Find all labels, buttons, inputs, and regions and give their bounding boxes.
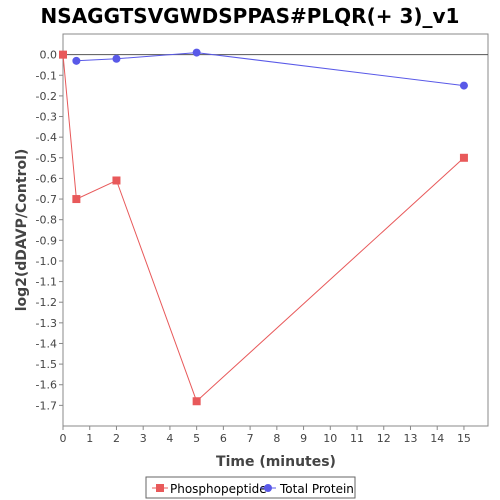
y-tick-label: -1.2 bbox=[36, 296, 57, 309]
x-axis: 0 1 2 3 4 5 6 7 8 9 10 11 12 13 14 15 bbox=[60, 426, 471, 445]
x-tick-label: 2 bbox=[113, 432, 120, 445]
data-point-total-protein bbox=[112, 54, 121, 63]
x-tick-label: 10 bbox=[323, 432, 337, 445]
data-point-phosphopeptide bbox=[192, 397, 201, 406]
y-tick-label: 0.0 bbox=[40, 49, 58, 62]
series-line-total-protein bbox=[76, 52, 464, 87]
y-axis-label: log2(dDAVP/Control) bbox=[14, 149, 30, 312]
x-tick-label: 14 bbox=[430, 432, 444, 445]
x-tick-label: 15 bbox=[457, 432, 471, 445]
x-tick-label: 8 bbox=[273, 432, 280, 445]
x-tick-label: 7 bbox=[247, 432, 254, 445]
y-tick-label: -0.8 bbox=[36, 214, 57, 227]
y-tick-label: -1.4 bbox=[36, 337, 57, 350]
data-point-total-protein bbox=[459, 81, 468, 90]
y-tick-label: -1.5 bbox=[36, 358, 57, 371]
x-tick-label: 9 bbox=[300, 432, 307, 445]
y-tick-label: -1.1 bbox=[36, 276, 57, 289]
data-point-phosphopeptide bbox=[59, 50, 67, 59]
y-tick-label: -0.3 bbox=[36, 111, 57, 124]
legend-total-protein-label: Total Protein bbox=[279, 482, 354, 496]
legend-phosphopeptide-label: Phosphopeptide bbox=[170, 482, 267, 496]
y-tick-label: -0.6 bbox=[36, 172, 57, 185]
x-tick-label: 0 bbox=[60, 432, 67, 445]
y-tick-label: -0.4 bbox=[36, 131, 57, 144]
legend: Phosphopeptide Total Protein bbox=[145, 476, 356, 499]
x-tick-label: 6 bbox=[220, 432, 227, 445]
x-tick-label: 4 bbox=[166, 432, 173, 445]
data-point-phosphopeptide bbox=[112, 176, 121, 185]
data-point-total-protein bbox=[192, 48, 201, 57]
y-tick-label: -1.7 bbox=[36, 399, 57, 412]
y-tick-label: -0.7 bbox=[36, 193, 57, 206]
data-point-phosphopeptide bbox=[72, 195, 81, 204]
x-axis-label: Time (minutes) bbox=[216, 454, 336, 470]
series-layer bbox=[59, 48, 468, 406]
chart-title: NSAGGTSVGWDSPPAS#PLQR(+ 3)_v1 bbox=[41, 4, 460, 28]
x-tick-label: 3 bbox=[140, 432, 147, 445]
y-tick-label: -1.6 bbox=[36, 379, 57, 392]
x-tick-label: 11 bbox=[350, 432, 364, 445]
legend-total-protein-marker bbox=[264, 484, 272, 492]
x-tick-label: 13 bbox=[403, 432, 417, 445]
y-tick-label: -1.0 bbox=[36, 255, 57, 268]
y-tick-label: -0.2 bbox=[36, 90, 57, 103]
x-tick-label: 12 bbox=[377, 432, 391, 445]
y-tick-label: -0.5 bbox=[36, 152, 57, 165]
y-tick-label: -0.1 bbox=[36, 69, 57, 82]
plot-area bbox=[62, 33, 489, 427]
legend-box bbox=[145, 476, 356, 499]
x-tick-label: 5 bbox=[193, 432, 200, 445]
y-tick-label: -0.9 bbox=[36, 234, 57, 247]
y-axis: 0.0 -0.1 -0.2 -0.3 -0.4 -0.5 -0.6 -0.7 -0.8 -0.9 -… bbox=[36, 49, 63, 412]
data-point-phosphopeptide bbox=[459, 153, 468, 162]
y-tick-label: -1.3 bbox=[36, 317, 57, 330]
x-tick-label: 1 bbox=[86, 432, 93, 445]
data-point-total-protein bbox=[72, 56, 81, 65]
legend-phosphopeptide-marker bbox=[156, 484, 164, 492]
